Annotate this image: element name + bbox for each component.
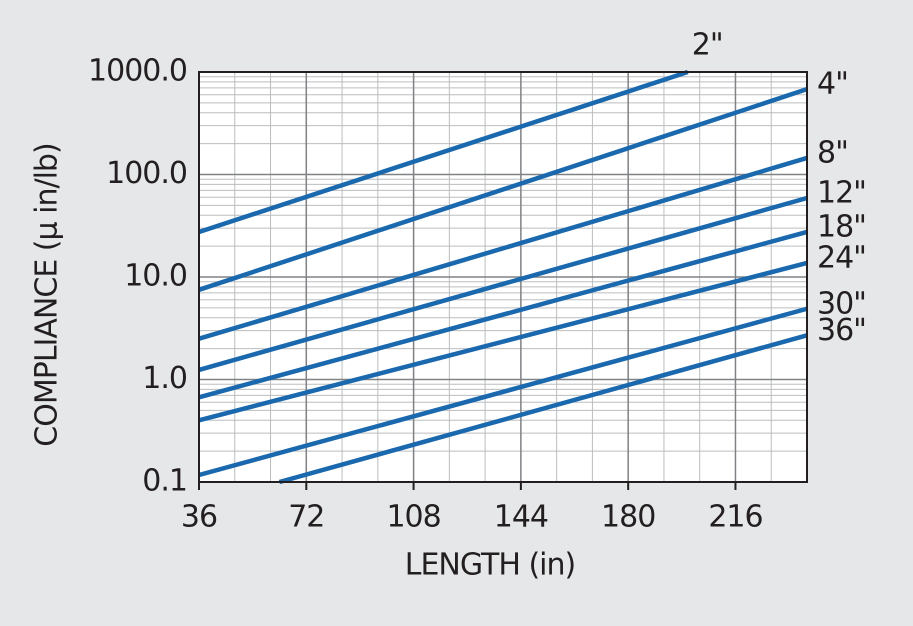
series-label: 2" [692, 28, 723, 63]
x-tick-label: 108 [386, 500, 440, 535]
x-tick-label: 144 [494, 500, 548, 535]
x-tick-label: 216 [708, 500, 762, 535]
y-axis-title: COMPLIANCE (µ in/lb) [30, 143, 65, 446]
series-line [198, 306, 808, 478]
plot-border [198, 71, 808, 483]
grid [198, 71, 807, 483]
series-line [198, 229, 808, 400]
y-tick-label: 1000.0 [88, 54, 187, 89]
series-line [198, 260, 808, 423]
x-tick-label: 36 [181, 500, 217, 535]
series-label: 12" [817, 175, 866, 210]
series-label: 4" [817, 67, 848, 102]
lines [198, 69, 808, 485]
series-line [198, 69, 689, 235]
series-line [198, 155, 808, 341]
y-tick-label: 0.1 [142, 464, 187, 499]
series-label: 8" [817, 135, 848, 170]
series-line [278, 333, 808, 485]
x-tick-label: 180 [601, 500, 655, 535]
x-axis-title: LENGTH (in) [405, 548, 575, 583]
series-line [198, 195, 808, 373]
series-label: 36" [817, 313, 866, 348]
y-tick-label: 10.0 [124, 259, 187, 294]
y-tick-label: 1.0 [142, 361, 187, 396]
x-tick-label: 72 [288, 500, 324, 535]
series-line [198, 87, 808, 292]
series-label: 30" [817, 286, 866, 321]
y-tick-label: 100.0 [106, 156, 187, 191]
series-label: 18" [817, 209, 866, 244]
series-label: 24" [817, 240, 866, 275]
